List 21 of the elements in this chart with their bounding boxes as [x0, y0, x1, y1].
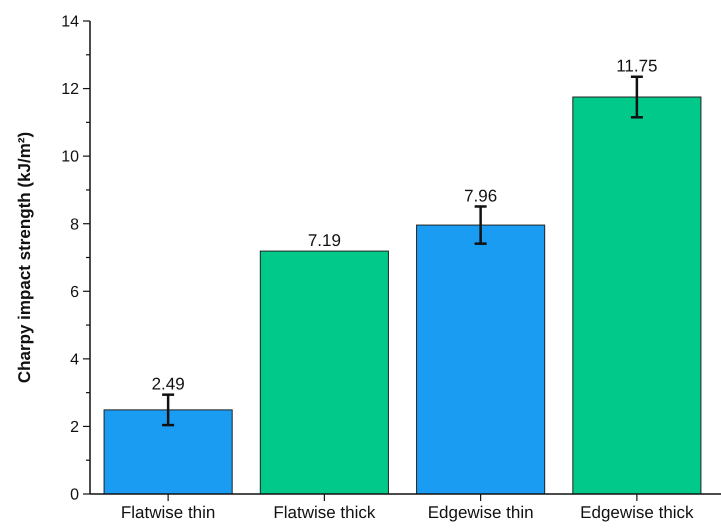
y-axis-title: Charpy impact strength (kJ/m²) [15, 132, 34, 384]
data-label: 2.49 [152, 374, 185, 394]
bar [416, 224, 546, 494]
y-tick-label: 0 [70, 486, 80, 504]
bar [572, 96, 702, 494]
data-label: 11.75 [616, 56, 658, 76]
y-tick-label: 10 [61, 148, 80, 166]
x-tick-label: Flatwise thin [120, 503, 216, 522]
bar [260, 250, 389, 494]
x-tick-label: Edgewise thin [428, 503, 534, 522]
y-tick-label: 6 [70, 284, 80, 301]
data-label: 7.96 [464, 186, 498, 206]
y-tick-label: 2 [70, 419, 80, 436]
data-label: 7.19 [308, 231, 341, 250]
x-tick-label: Edgewise thick [580, 503, 694, 522]
y-tick-label: 4 [70, 351, 80, 368]
x-tick-label: Flatwise thick [273, 503, 376, 522]
y-tick-label: 14 [61, 14, 80, 31]
bar [104, 409, 233, 494]
y-tick-label: 12 [61, 81, 80, 98]
y-tick-label: 8 [70, 216, 80, 234]
